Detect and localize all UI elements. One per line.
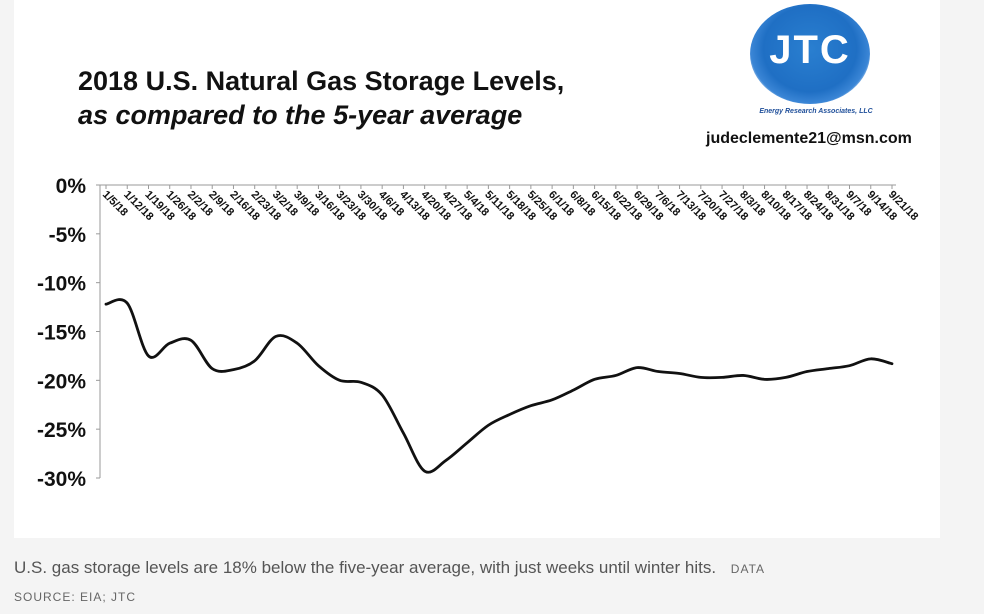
logo-text: JTC xyxy=(769,28,851,72)
chart-title-line1: 2018 U.S. Natural Gas Storage Levels, xyxy=(78,66,565,96)
y-tick-label: -15% xyxy=(37,322,86,345)
contact-email: judeclemente21@msn.com xyxy=(706,130,912,147)
logo-tagline: Energy Research Associates, LLC xyxy=(759,108,873,115)
source-line: SOURCE: EIA; JTC xyxy=(14,590,137,604)
y-tick-label: -20% xyxy=(37,370,86,393)
line-chart: 0%-5%-10%-15%-20%-25%-30% 1/5/181/12/181… xyxy=(37,175,920,491)
y-tick-label: -5% xyxy=(49,224,87,247)
chart-figure: 0% -5% -10% -15% -20% -25% -30% 1/5/18 1/12/18 1… xyxy=(14,0,940,538)
series-line xyxy=(104,298,894,474)
y-tick-label: 0% xyxy=(56,175,87,198)
y-tick-label: -30% xyxy=(37,468,86,491)
y-tick-label: -25% xyxy=(37,419,86,442)
caption-credit: DATA xyxy=(730,562,766,576)
figure-caption: U.S. gas storage levels are 18% below th… xyxy=(14,558,765,578)
chart-title-line2: as compared to the 5-year average xyxy=(78,100,523,130)
jtc-logo: JTC Energy Research Associates, LLC xyxy=(736,4,912,118)
caption-text: U.S. gas storage levels are 18% below th… xyxy=(14,558,717,577)
y-tick-label: -10% xyxy=(37,273,86,296)
logo-circle xyxy=(750,4,870,104)
